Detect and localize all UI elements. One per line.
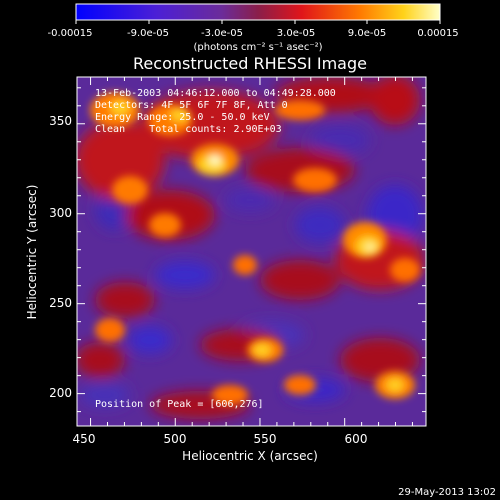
y-tick-label: 300 <box>49 206 72 220</box>
y-tick-label: 200 <box>49 386 72 400</box>
x-tick-label: 550 <box>254 432 277 446</box>
y-tick-label: 250 <box>49 296 72 310</box>
colorbar-tick-label: 3.0e-05 <box>277 28 315 39</box>
x-tick-label: 450 <box>73 432 96 446</box>
x-axis-label: Heliocentric X (arcsec) <box>182 449 318 463</box>
y-axis-label: Heliocentric Y (arcsec) <box>25 185 39 320</box>
plot-title: Reconstructed RHESSI Image <box>133 54 367 73</box>
colorbar-tick-label: -0.00015 <box>48 28 93 39</box>
colorbar-gradient <box>75 3 441 21</box>
colorbar-tick-label: 0.00015 <box>417 28 458 39</box>
colorbar-tick-label: 9.0e-05 <box>348 28 386 39</box>
y-axis <box>77 87 426 413</box>
peak-position-label: Position of Peak = [606,276] <box>95 399 264 410</box>
colorbar-unit-label: (photons cm⁻² s⁻¹ asec⁻²) <box>193 42 322 53</box>
y-tick-label: 350 <box>49 114 72 128</box>
info-line: Detectors: 4F 5F 6F 7F 8F, Att 0 <box>95 100 288 111</box>
colorbar: -0.00015 -9.0e-05 -3.0e-05 3.0e-05 9.0e-… <box>48 3 459 53</box>
info-line: Energy Range: 25.0 - 50.0 keV <box>95 112 270 123</box>
colorbar-ticks <box>75 20 441 24</box>
info-line: 13-Feb-2003 04:46:12.000 to 04:49:28.000 <box>95 88 336 99</box>
info-line: Clean Total counts: 2.90E+03 <box>95 124 282 135</box>
footer-date: 29-May-2013 13:02 <box>398 487 496 498</box>
plot-frame <box>76 76 427 427</box>
x-tick-label: 600 <box>345 432 368 446</box>
x-tick-label: 500 <box>164 432 187 446</box>
colorbar-tick-label: -9.0e-05 <box>127 28 169 39</box>
rhessi-image <box>77 77 426 426</box>
x-axis <box>90 77 413 426</box>
info-block: 13-Feb-2003 04:46:12.000 to 04:49:28.000… <box>95 88 336 135</box>
colorbar-tick-label: -3.0e-05 <box>201 28 243 39</box>
